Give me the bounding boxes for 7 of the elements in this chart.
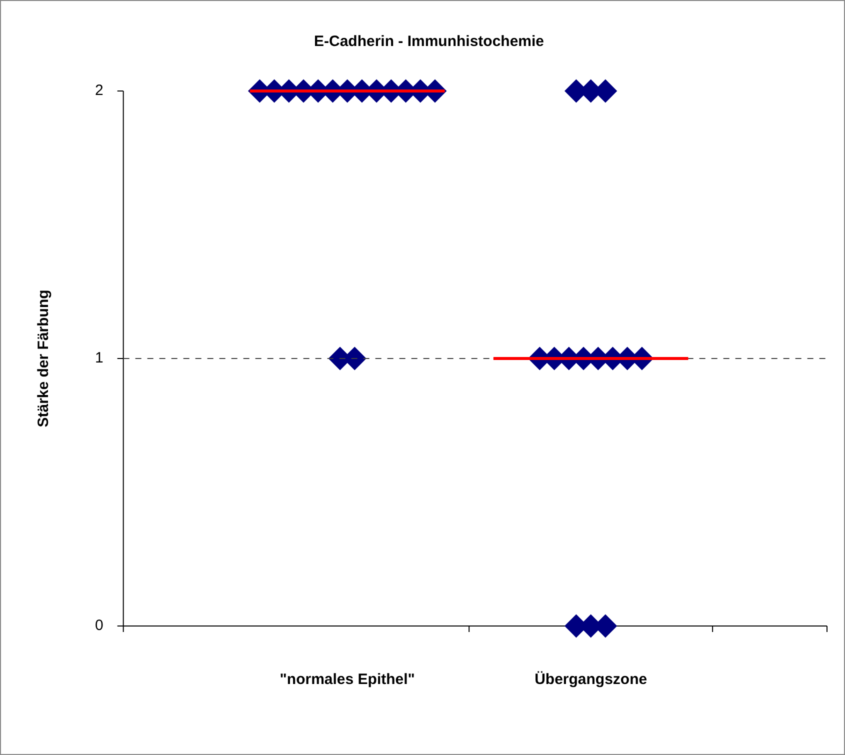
y-tick-label: 0 (95, 617, 104, 634)
x-tick-label: Übergangszone (534, 671, 648, 688)
chart-title: E-Cadherin - Immunhistochemie (314, 33, 544, 50)
y-tick-label: 1 (95, 350, 104, 367)
y-axis-title: Stärke der Färbung (35, 290, 52, 428)
y-tick-label: 2 (95, 82, 104, 100)
x-tick-label: "normales Epithel" (280, 671, 415, 688)
